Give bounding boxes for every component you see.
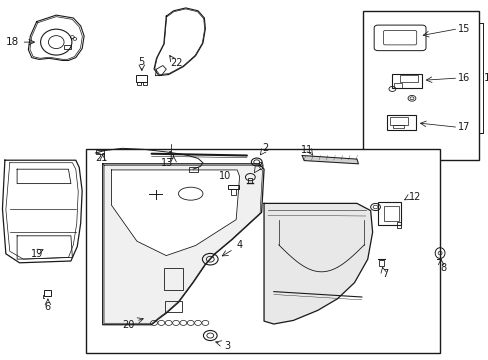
Polygon shape (102, 164, 264, 325)
Polygon shape (154, 8, 205, 76)
Polygon shape (2, 160, 82, 263)
Text: 5: 5 (139, 57, 144, 67)
Text: 12: 12 (408, 192, 420, 202)
Text: 20: 20 (122, 320, 135, 330)
Text: 13: 13 (161, 158, 173, 168)
Text: 15: 15 (457, 24, 469, 34)
Text: 6: 6 (45, 302, 51, 312)
Text: 21: 21 (95, 153, 108, 163)
Text: 1: 1 (168, 150, 174, 161)
Text: 11: 11 (300, 145, 313, 156)
Text: 22: 22 (169, 58, 182, 68)
Polygon shape (111, 170, 239, 256)
Text: 7: 7 (382, 269, 387, 279)
Text: 9: 9 (257, 162, 263, 172)
Text: 16: 16 (457, 73, 469, 83)
Text: 4: 4 (236, 240, 242, 250)
Text: 19: 19 (30, 249, 43, 259)
Bar (362, 11, 478, 160)
Polygon shape (302, 156, 358, 164)
Text: 3: 3 (224, 341, 230, 351)
Polygon shape (28, 15, 84, 60)
Polygon shape (264, 203, 372, 324)
Text: 10: 10 (218, 171, 231, 181)
Text: 8: 8 (439, 263, 445, 273)
Text: 2: 2 (262, 143, 268, 153)
Text: 18: 18 (5, 37, 19, 47)
Text: 17: 17 (457, 122, 469, 132)
Bar (85, 149, 439, 353)
Text: 14: 14 (483, 73, 488, 83)
